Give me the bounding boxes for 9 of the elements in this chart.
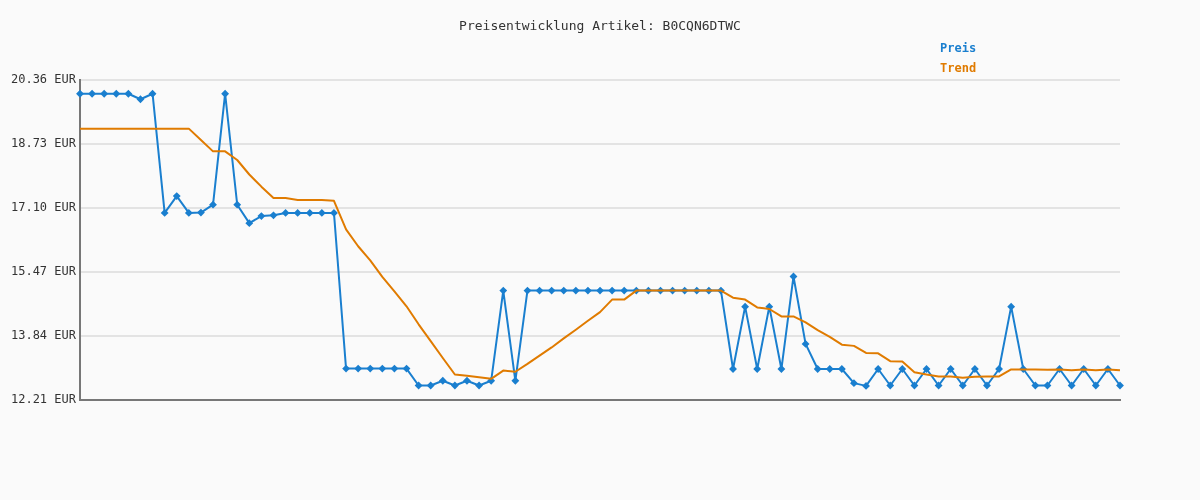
y-tick-label: 15.47 EUR [10,263,77,278]
y-tick-label: 12.21 EUR [10,391,77,406]
chart-title: Preisentwicklung Artikel: B0CQN6DTWC [458,18,742,33]
y-tick-label: 17.10 EUR [10,199,77,214]
y-tick-label: 18.73 EUR [10,136,77,151]
text: Trend [940,60,977,77]
y-tick-label: 13.84 EUR [10,327,77,342]
text: Preis [940,40,977,57]
y-tick-label: 20.36 EUR [10,72,77,87]
